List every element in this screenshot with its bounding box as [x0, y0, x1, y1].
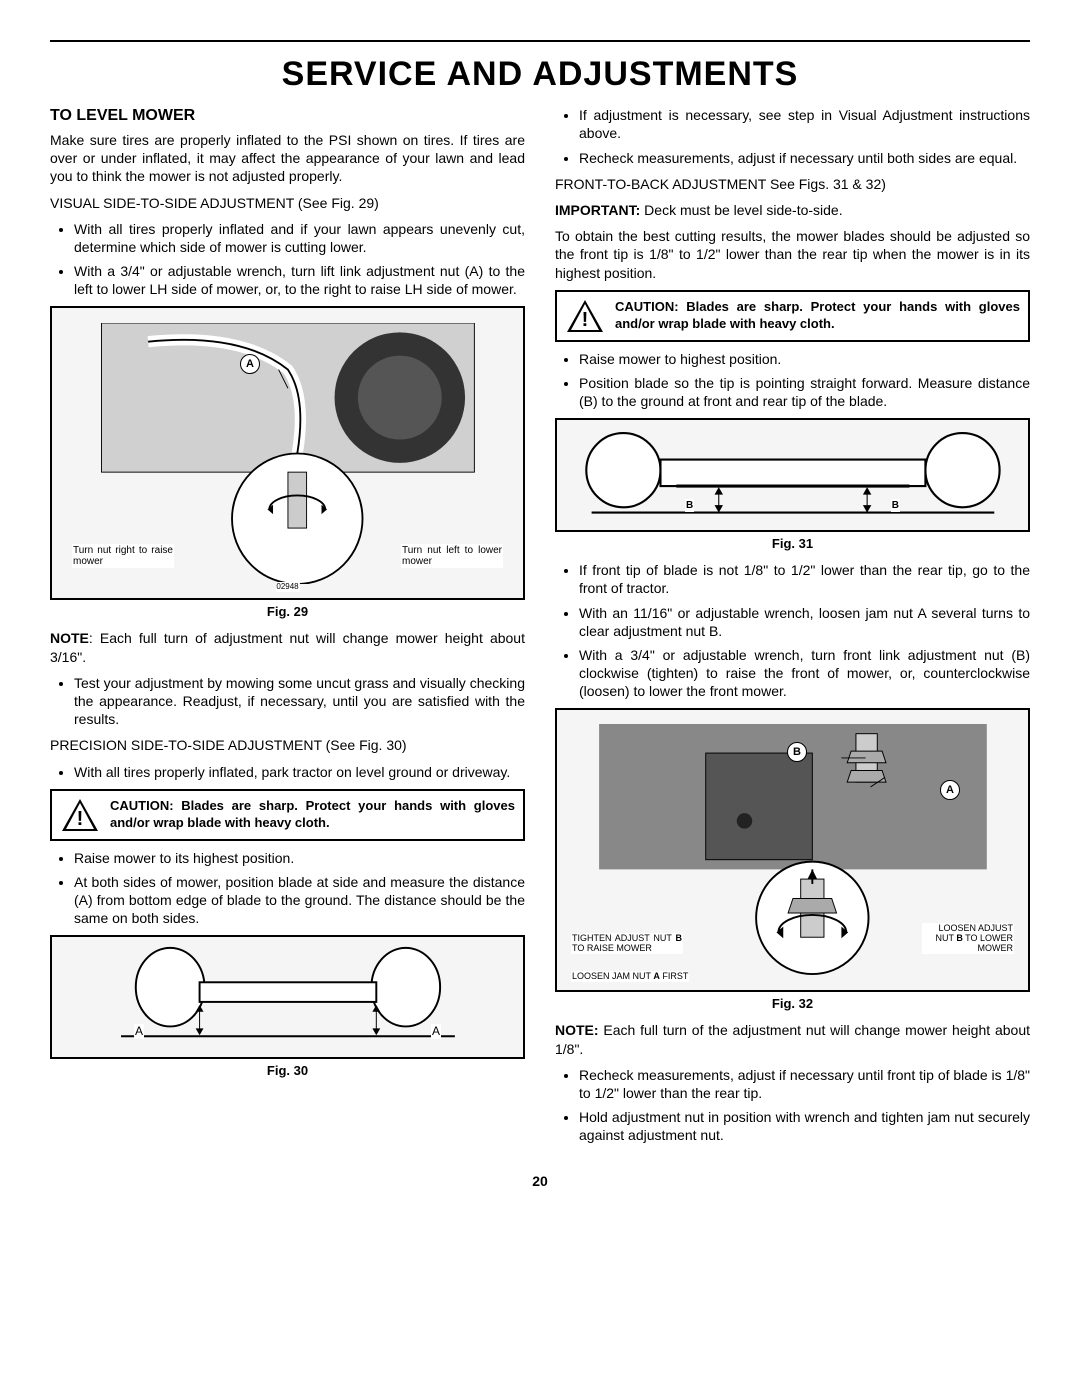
bullet-list: Test your adjustment by mowing some uncu…	[50, 674, 525, 729]
bullet-list: Raise mower to its highest position. At …	[50, 849, 525, 928]
figure-31: B B	[555, 418, 1030, 532]
subheading: VISUAL SIDE-TO-SIDE ADJUSTMENT (See Fig.…	[50, 194, 525, 212]
fig-text-bottom: LOOSEN JAM NUT A FIRST	[571, 971, 689, 983]
bullet-list: Recheck measurements, adjust if necessar…	[555, 1066, 1030, 1145]
caution-text: CAUTION: Blades are sharp. Protect your …	[110, 798, 515, 832]
list-item: If front tip of blade is not 1/8" to 1/2…	[579, 561, 1030, 597]
list-item: Raise mower to highest position.	[579, 350, 1030, 368]
figure-caption: Fig. 32	[555, 996, 1030, 1013]
list-item: Recheck measurements, adjust if necessar…	[579, 149, 1030, 167]
svg-text:!: !	[582, 309, 589, 331]
subheading: PRECISION SIDE-TO-SIDE ADJUSTMENT (See F…	[50, 736, 525, 754]
label-a-right: A	[431, 1024, 441, 1039]
caution-box: ! CAUTION: Blades are sharp. Protect you…	[50, 789, 525, 841]
figure-30: A A	[50, 935, 525, 1059]
list-item: With a 3/4" or adjustable wrench, turn f…	[579, 646, 1030, 701]
page-title: SERVICE AND ADJUSTMENTS	[50, 52, 1030, 96]
bullet-list: Raise mower to highest position. Positio…	[555, 350, 1030, 411]
body-para: To obtain the best cutting results, the …	[555, 227, 1030, 282]
svg-text:!: !	[77, 808, 84, 830]
bullet-list: If adjustment is necessary, see step in …	[555, 106, 1030, 167]
page-number: 20	[50, 1172, 1030, 1190]
list-item: At both sides of mower, position blade a…	[74, 873, 525, 928]
fig-text-left: Turn nut right to raise mower	[72, 544, 174, 568]
figure-32: B A TIGHTEN ADJUST NUT B TO RAISE MOWER …	[555, 708, 1030, 992]
figure-caption: Fig. 31	[555, 536, 1030, 553]
caution-box: ! CAUTION: Blades are sharp. Protect you…	[555, 290, 1030, 342]
caution-text: CAUTION: Blades are sharp. Protect your …	[615, 299, 1020, 333]
list-item: With all tires properly inflated, park t…	[74, 763, 525, 781]
figure-29: A Turn nut right to raise mower Turn nut…	[50, 306, 525, 600]
list-item: Raise mower to its highest position.	[74, 849, 525, 867]
list-item: With an 11/16" or adjustable wrench, loo…	[579, 604, 1030, 640]
left-column: To Level Mower Make sure tires are prope…	[50, 106, 525, 1152]
fig-text-left: TIGHTEN ADJUST NUT B TO RAISE MOWER	[571, 933, 683, 955]
list-item: If adjustment is necessary, see step in …	[579, 106, 1030, 142]
label-b1: B	[685, 499, 694, 512]
figure-caption: Fig. 30	[50, 1063, 525, 1080]
columns: To Level Mower Make sure tires are prope…	[50, 106, 1030, 1152]
blade-measure-diagram	[581, 426, 1005, 525]
label-a-left: A	[134, 1024, 144, 1039]
fig-small-num: 02948	[275, 582, 299, 593]
note-para-2: NOTE: Each full turn of the adjustment n…	[555, 1021, 1030, 1057]
list-item: Recheck measurements, adjust if necessar…	[579, 1066, 1030, 1102]
bullet-list: With all tires properly inflated and if …	[50, 220, 525, 299]
subheading: FRONT-TO-BACK ADJUSTMENT See Figs. 31 & …	[555, 175, 1030, 193]
warning-icon: !	[60, 797, 100, 833]
important-para: IMPORTANT: Deck must be level side-to-si…	[555, 201, 1030, 219]
fig-text-right: Turn nut left to lower mower	[401, 544, 503, 568]
label-b2: B	[891, 499, 900, 512]
fig-text-right: LOOSEN ADJUST NUT B TO LOWER MOWER	[922, 923, 1014, 955]
section-heading: To Level Mower	[50, 106, 525, 127]
warning-icon: !	[565, 298, 605, 334]
note-para: NOTE: Each full turn of adjustment nut w…	[50, 629, 525, 665]
list-item: Test your adjustment by mowing some uncu…	[74, 674, 525, 729]
intro-para: Make sure tires are properly inflated to…	[50, 131, 525, 186]
list-item: With all tires properly inflated and if …	[74, 220, 525, 256]
list-item: Position blade so the tip is pointing st…	[579, 374, 1030, 410]
list-item: With a 3/4" or adjustable wrench, turn l…	[74, 262, 525, 298]
list-item: Hold adjustment nut in position with wre…	[579, 1108, 1030, 1144]
figure-caption: Fig. 29	[50, 604, 525, 621]
right-column: If adjustment is necessary, see step in …	[555, 106, 1030, 1152]
page: SERVICE AND ADJUSTMENTS To Level Mower M…	[50, 40, 1030, 1191]
bullet-list: With all tires properly inflated, park t…	[50, 763, 525, 781]
bullet-list: If front tip of blade is not 1/8" to 1/2…	[555, 561, 1030, 700]
